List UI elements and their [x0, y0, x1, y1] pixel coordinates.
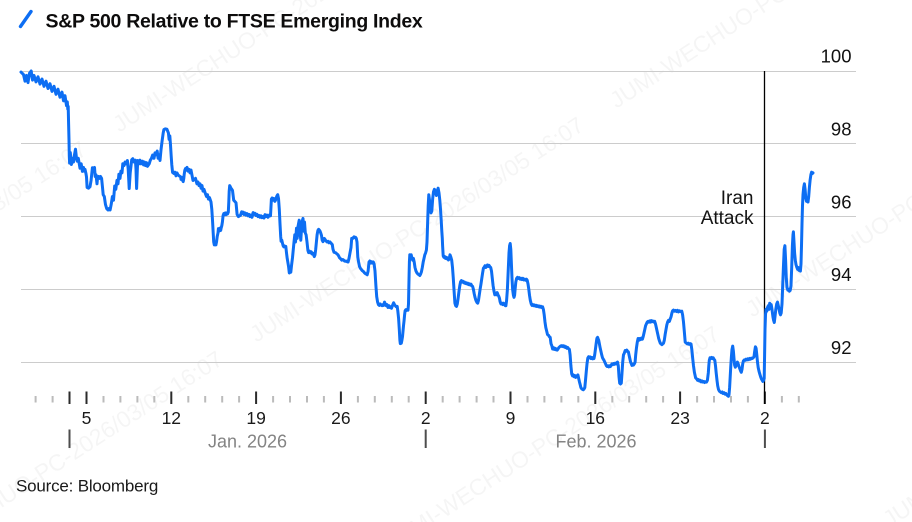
- svg-text:16: 16: [586, 408, 605, 428]
- svg-text:Attack: Attack: [701, 208, 754, 229]
- svg-text:9: 9: [506, 408, 516, 428]
- svg-text:94: 94: [831, 264, 852, 285]
- svg-text:100: 100: [821, 46, 852, 67]
- svg-text:2: 2: [421, 408, 431, 428]
- svg-text:19: 19: [246, 408, 265, 428]
- svg-text:12: 12: [162, 408, 181, 428]
- svg-text:Iran: Iran: [721, 188, 754, 209]
- svg-text:Source: Bloomberg: Source: Bloomberg: [16, 477, 158, 496]
- svg-text:Feb. 2026: Feb. 2026: [555, 432, 636, 452]
- svg-text:92: 92: [831, 337, 852, 358]
- svg-text:96: 96: [831, 191, 852, 212]
- svg-text:5: 5: [82, 408, 92, 428]
- svg-text:26: 26: [331, 408, 350, 428]
- svg-text:98: 98: [831, 119, 852, 140]
- svg-text:Jan. 2026: Jan. 2026: [208, 432, 287, 452]
- svg-text:23: 23: [670, 408, 689, 428]
- svg-text:2: 2: [760, 408, 770, 428]
- svg-text:S&P 500 Relative to FTSE Emerg: S&P 500 Relative to FTSE Emerging Index: [46, 11, 423, 33]
